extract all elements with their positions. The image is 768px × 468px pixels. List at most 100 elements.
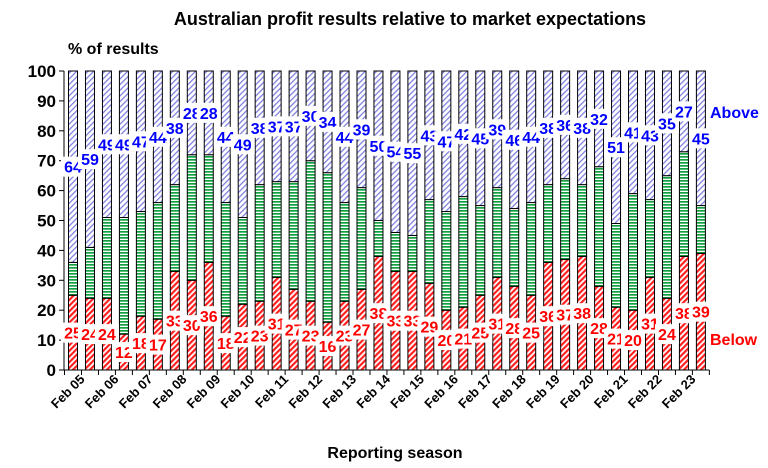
data-label-box xyxy=(654,324,679,345)
data-label-below: 36 xyxy=(200,309,218,326)
data-label-above: 47 xyxy=(132,134,150,151)
data-label-above: 49 xyxy=(115,137,133,154)
x-tick-label: Feb 08 xyxy=(150,372,190,412)
data-label-above-group: 55 xyxy=(400,143,425,164)
data-label-above: 32 xyxy=(590,112,608,129)
data-label-above: 39 xyxy=(488,122,506,139)
bar-inline xyxy=(390,231,401,272)
data-label-above: 36 xyxy=(556,118,574,135)
data-label-below: 31 xyxy=(268,317,286,334)
legend-below: Below xyxy=(710,332,758,349)
y-tick-label: 80 xyxy=(37,122,56,141)
bar-inline xyxy=(644,199,655,278)
data-label-above-group: 45 xyxy=(688,128,713,149)
bar-inline xyxy=(661,175,672,299)
data-label-below-group: 38 xyxy=(366,303,391,324)
data-label-above: 37 xyxy=(285,119,303,136)
data-label-below: 39 xyxy=(692,305,710,322)
bar-inline xyxy=(543,184,554,263)
bar-inline xyxy=(356,187,367,290)
x-tick-label: Feb 17 xyxy=(455,372,495,412)
data-label-below: 25 xyxy=(64,326,82,343)
data-label-above: 44 xyxy=(336,130,354,147)
data-label-above: 46 xyxy=(505,133,523,150)
data-label-below-group: 24 xyxy=(654,324,679,345)
data-label-box xyxy=(94,324,119,345)
data-label-below: 17 xyxy=(149,338,167,355)
data-label-box xyxy=(349,119,374,140)
data-label-below: 38 xyxy=(573,306,591,323)
data-label-above: 30 xyxy=(302,109,320,126)
data-label-above: 45 xyxy=(471,131,489,148)
data-label-below: 20 xyxy=(437,333,455,350)
data-label-box xyxy=(587,108,612,129)
data-label-above: 64 xyxy=(64,160,82,177)
bar-inline xyxy=(135,211,146,317)
data-label-above: 38 xyxy=(573,121,591,138)
data-label-above-group: 39 xyxy=(349,119,374,140)
bar-inline xyxy=(203,154,214,263)
bar-inline xyxy=(186,154,197,281)
bar-inline xyxy=(441,211,452,311)
data-label-above: 27 xyxy=(675,104,693,121)
data-label-below: 38 xyxy=(370,306,388,323)
bar-inline xyxy=(492,187,503,278)
data-label-below: 24 xyxy=(81,327,99,344)
data-label-below-group: 20 xyxy=(621,330,646,351)
bar-inline xyxy=(84,246,95,299)
data-label-box xyxy=(145,334,170,355)
x-axis-label: Reporting season xyxy=(327,445,462,462)
bar-inline xyxy=(68,261,78,296)
x-tick-label: Feb 11 xyxy=(252,372,291,411)
data-label-below: 21 xyxy=(454,332,472,349)
data-label-below: 27 xyxy=(353,323,371,340)
data-label-above: 45 xyxy=(692,131,710,148)
bar-inline xyxy=(101,217,112,299)
data-label-below: 16 xyxy=(319,339,337,356)
data-label-below: 20 xyxy=(624,333,642,350)
bar-inline xyxy=(678,151,689,257)
x-tick-label: Feb 14 xyxy=(353,371,393,411)
data-label-above: 43 xyxy=(641,128,659,145)
x-tick-label: Feb 13 xyxy=(319,372,359,412)
data-label-above: 42 xyxy=(454,127,472,144)
bar-inline xyxy=(373,220,384,257)
data-label-above: 59 xyxy=(81,152,99,169)
data-label-box xyxy=(688,128,713,149)
bar-inline xyxy=(118,217,129,335)
chart-title: Australian profit results relative to ma… xyxy=(174,9,646,29)
bar-inline xyxy=(628,193,639,311)
data-label-above: 38 xyxy=(166,121,184,138)
data-label-below: 18 xyxy=(132,336,150,353)
bar-inline xyxy=(254,184,265,302)
data-label-below-group: 39 xyxy=(688,301,713,322)
data-label-above-group: 32 xyxy=(587,108,612,129)
y-tick-label: 90 xyxy=(37,92,56,111)
data-label-above: 55 xyxy=(404,146,422,163)
x-tick-label: Feb 12 xyxy=(285,372,325,412)
data-label-box xyxy=(230,134,255,155)
y-tick-label: 60 xyxy=(37,182,56,201)
x-tick-label: Feb 07 xyxy=(116,372,156,412)
y-tick-label: 0 xyxy=(47,361,56,380)
data-label-below: 23 xyxy=(336,329,354,346)
bar-inline xyxy=(169,184,180,272)
data-label-below-group: 25 xyxy=(519,322,544,343)
data-label-above-group: 27 xyxy=(671,101,696,122)
y-tick-label: 20 xyxy=(37,301,56,320)
y-tick-label: 40 xyxy=(37,241,56,260)
bar-inline xyxy=(611,222,622,308)
data-label-below: 31 xyxy=(641,317,659,334)
data-label-above: 54 xyxy=(387,145,405,162)
y-tick-label: 10 xyxy=(37,331,56,350)
data-label-below: 23 xyxy=(302,329,320,346)
data-label-above: 49 xyxy=(234,137,252,154)
bar-inline xyxy=(509,208,520,287)
bar-inline xyxy=(152,202,163,320)
y-tick-label: 30 xyxy=(37,271,56,290)
data-label-below: 12 xyxy=(115,345,133,362)
data-label-above: 51 xyxy=(607,140,625,157)
data-label-box xyxy=(349,319,374,340)
y-tick-label: 70 xyxy=(37,152,56,171)
